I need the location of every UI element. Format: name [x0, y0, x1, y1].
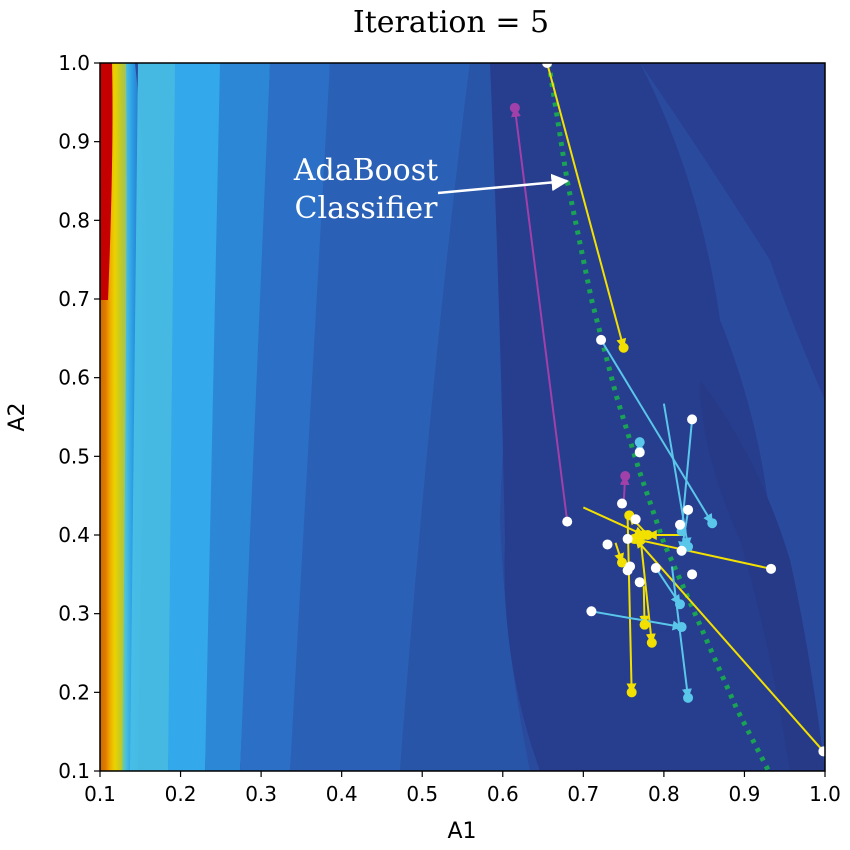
annotation-arrow [437, 173, 569, 195]
data-points [509, 58, 829, 757]
segment-endpoint [646, 637, 657, 648]
trajectory-segment [626, 519, 637, 694]
data-point [596, 334, 607, 345]
y-tick-label: 1.0 [58, 51, 90, 75]
segment-endpoint [617, 557, 627, 568]
data-point [687, 414, 698, 425]
segment-endpoint [626, 687, 637, 698]
x-tick-label: 0.5 [406, 782, 438, 806]
x-tick-label: 0.8 [648, 782, 680, 806]
x-tick-label: 0.1 [84, 782, 116, 806]
trajectory-segment [670, 566, 692, 699]
trajectory-segment [633, 535, 772, 570]
data-point [683, 504, 694, 515]
segment-endpoint [683, 692, 694, 703]
segment-endpoint [675, 599, 685, 610]
chart-title: Iteration = 5 [353, 5, 549, 40]
data-point [625, 561, 636, 572]
y-tick-label: 0.6 [58, 366, 90, 390]
y-axis-label: A2 [5, 402, 30, 431]
data-point [617, 498, 627, 509]
y-tick-label: 0.9 [58, 130, 90, 154]
y-tick-label: 0.1 [58, 759, 90, 783]
x-tick-label: 0.6 [487, 782, 519, 806]
data-point [602, 539, 613, 550]
y-tick-label: 0.2 [58, 680, 90, 704]
trajectory-segment [639, 586, 650, 626]
data-point [586, 606, 597, 617]
x-tick-label: 0.2 [165, 782, 197, 806]
data-point [766, 563, 777, 574]
segment-endpoint [642, 530, 653, 540]
annotation: AdaBoost Classifier [293, 153, 569, 226]
segment-endpoint [639, 619, 650, 630]
segment-endpoint [634, 437, 645, 448]
plot-frame [99, 62, 826, 772]
data-point [818, 746, 829, 757]
contour-background [100, 63, 825, 771]
trajectory-segment [634, 538, 825, 752]
data-point [634, 577, 645, 588]
x-tick-label: 0.7 [567, 782, 599, 806]
y-tick-label: 0.5 [58, 444, 90, 468]
segment-endpoint [676, 622, 687, 633]
data-point [676, 545, 687, 556]
segment-endpoint [618, 342, 629, 353]
data-point [675, 519, 685, 530]
annotation-line-2: Classifier [295, 191, 439, 226]
segment-endpoint [509, 102, 520, 113]
x-tick-label: 0.4 [326, 782, 358, 806]
x-axis-ticks: 0.1 0.2 0.3 0.4 0.5 0.6 0.7 0.8 0.9 1.0 [84, 771, 841, 806]
trajectory-segment [638, 530, 656, 644]
data-point [634, 447, 645, 458]
segment-endpoint [620, 471, 631, 481]
data-point [622, 533, 633, 544]
annotation-line-1: AdaBoost [293, 153, 438, 188]
x-axis-label: A1 [447, 819, 476, 844]
segment-endpoint [707, 518, 718, 529]
x-tick-label: 0.3 [245, 782, 277, 806]
data-point [687, 569, 698, 580]
trajectory-segment [511, 106, 569, 522]
trajectory-segment [677, 419, 694, 533]
y-tick-label: 0.8 [58, 208, 90, 232]
data-point [562, 516, 573, 527]
trajectory-segment [582, 506, 645, 536]
y-tick-label: 0.4 [58, 523, 90, 547]
trajectory-segment [546, 63, 627, 349]
trajectory-segment [600, 339, 714, 525]
trajectory-segment [591, 610, 683, 631]
segment-endpoint [630, 533, 641, 544]
data-point [650, 563, 661, 574]
y-axis-ticks: 0.1 0.2 0.3 0.4 0.5 0.6 0.7 0.8 0.9 1.0 [58, 51, 100, 783]
y-tick-label: 0.3 [58, 602, 90, 626]
data-point [630, 514, 641, 525]
y-tick-label: 0.7 [58, 287, 90, 311]
x-tick-label: 1.0 [809, 782, 841, 806]
trajectory-segment [655, 567, 681, 606]
x-tick-label: 0.9 [729, 782, 761, 806]
